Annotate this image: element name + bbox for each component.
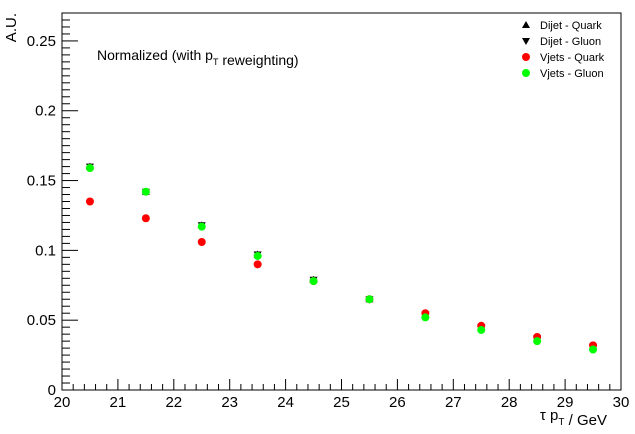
- point-vjets-quark: [197, 237, 206, 246]
- point-vjets-gluon: [141, 187, 150, 196]
- legend-marker: [522, 38, 530, 45]
- point-vjets-gluon: [533, 337, 542, 346]
- x-tick-label: 22: [165, 394, 182, 411]
- y-tick-label: 0.25: [27, 33, 56, 50]
- x-tick-label: 21: [110, 394, 127, 411]
- legend-marker: [522, 69, 530, 77]
- annotation-text: Normalized (with pT reweighting): [97, 47, 299, 68]
- x-tick-label: 27: [445, 394, 462, 411]
- legend-label: Vjets - Quark: [540, 52, 605, 64]
- point-vjets-gluon: [197, 222, 206, 231]
- y-tick-label: 0.1: [35, 242, 56, 259]
- point-vjets-quark: [141, 214, 150, 223]
- point-vjets-gluon: [589, 345, 598, 354]
- legend: Dijet - Quark Dijet - Gluon Vjets - Quark V…: [522, 20, 605, 80]
- x-tick-label: 23: [221, 394, 238, 411]
- y-tick-label: 0.05: [27, 312, 56, 329]
- x-tick-label: 24: [277, 394, 294, 411]
- y-axis-title-text: A.U.: [3, 13, 20, 42]
- x-tick-label: 26: [389, 394, 406, 411]
- x-axis-title: τ pT / GeV: [540, 407, 607, 429]
- legend-marker: [522, 53, 530, 61]
- point-vjets-gluon: [365, 295, 374, 304]
- point-vjets-gluon: [253, 251, 262, 260]
- point-vjets-gluon: [477, 325, 486, 334]
- data-points: [85, 162, 598, 354]
- point-vjets-quark: [85, 197, 94, 206]
- y-axis-title: A.U.: [3, 13, 20, 42]
- legend-label: Vjets - Gluon: [540, 68, 604, 80]
- x-tick-label: 28: [501, 394, 518, 411]
- x-axis-ticks: 20 21 22 23 24 25 26 27 28 29 30: [54, 379, 630, 411]
- y-axis-ticks: 0 0.05 0.1 0.15 0.2 0.25: [27, 12, 78, 399]
- point-vjets-gluon: [421, 313, 430, 322]
- point-vjets-gluon: [85, 163, 94, 172]
- x-tick-label: 25: [333, 394, 350, 411]
- legend-label: Dijet - Gluon: [540, 36, 601, 48]
- legend-label: Dijet - Quark: [540, 20, 602, 32]
- x-tick-label: 20: [54, 394, 71, 411]
- point-vjets-gluon: [309, 277, 318, 286]
- y-tick-label: 0.15: [27, 173, 56, 190]
- x-tick-label: 29: [557, 394, 574, 411]
- y-tick-label: 0: [48, 382, 56, 399]
- y-tick-label: 0.2: [35, 103, 56, 120]
- x-tick-label: 30: [613, 394, 630, 411]
- point-vjets-quark: [253, 260, 262, 269]
- legend-marker: [522, 21, 530, 28]
